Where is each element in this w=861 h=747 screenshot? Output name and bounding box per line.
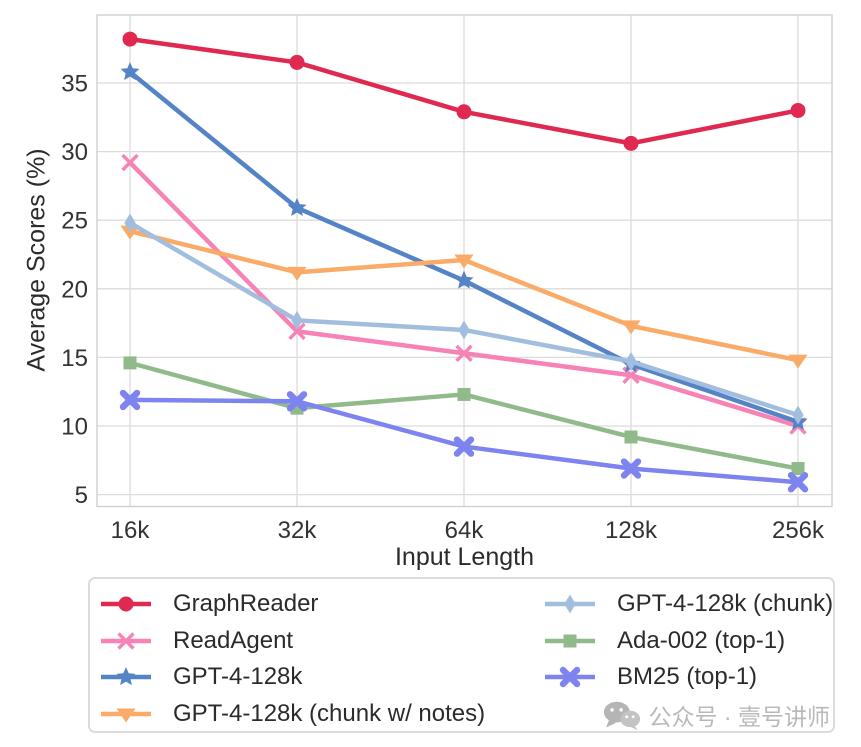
star-marker [287, 197, 307, 216]
legend-label: GPT-4-128k [173, 663, 303, 691]
X-marker [286, 391, 308, 412]
gridlines [97, 15, 832, 507]
x-axis-title: Input Length [394, 543, 534, 571]
square-marker [123, 356, 137, 370]
x-marker [117, 632, 135, 650]
square-marker [624, 430, 638, 444]
y-tick-label: 30 [61, 139, 88, 166]
x-tick-label: 32k [278, 517, 318, 544]
series-gpt-4-128k-chunk [124, 213, 804, 425]
y-tick-label: 10 [61, 414, 88, 441]
X-marker [620, 458, 642, 479]
circle-marker [790, 102, 806, 118]
legend-label: BM25 (top-1) [617, 663, 758, 691]
triangle-down-marker [454, 254, 474, 269]
star-marker [120, 62, 140, 81]
tick-labels: 5 10 15 20 25 30 35 16k 32k 64k 128k 256k [61, 71, 825, 545]
legend-label: ReadAgent [173, 626, 294, 654]
y-axis-title: Average Scores (%) [22, 148, 51, 372]
wechat-icon [603, 701, 640, 730]
diamond-marker [291, 310, 303, 330]
y-tick-label: 5 [75, 482, 88, 509]
square-marker [457, 387, 471, 401]
y-tick-label: 35 [61, 71, 88, 98]
diamond-marker [625, 352, 637, 372]
diamond-legend-marker-icon [545, 594, 595, 614]
star-marker [116, 667, 136, 686]
line-chart: 5 10 15 20 25 30 35 16k 32k 64k 128k 256k [61, 14, 833, 545]
legend-item-gpt-4-128k: GPT-4-128k [100, 659, 544, 696]
x-tick-label: 16k [111, 517, 151, 544]
X-marker [119, 389, 141, 411]
legend-item-gpt-4-128k-chunk: GPT-4-128k (chunk) [544, 586, 833, 623]
watermark: 公众号 · 壹号讲师 [603, 698, 830, 732]
x-tick-label: 256k [772, 517, 825, 544]
X-legend-marker-icon [545, 667, 595, 688]
x-marker [455, 344, 473, 362]
circle-legend-marker-icon [101, 596, 151, 612]
circle-marker [623, 135, 639, 151]
y-tick-label: 15 [61, 345, 88, 372]
legend-label: Ada-002 (top-1) [617, 626, 786, 654]
star-marker [454, 270, 474, 289]
triangle-down-marker [116, 708, 136, 723]
watermark-text: 公众号 · 壹号讲师 [648, 704, 830, 730]
legend-item-bm25-top-1: BM25 (top-1) [544, 659, 833, 696]
X-marker [453, 436, 475, 457]
diamond-marker [564, 594, 576, 614]
legend-item-graphreader: GraphReader [100, 586, 544, 623]
triangle-down-marker [788, 354, 808, 369]
x-tick-label: 64k [445, 517, 485, 544]
legend-label: GPT-4-128k (chunk) [617, 590, 834, 618]
triangle-down-marker [287, 266, 307, 281]
diamond-marker [124, 213, 136, 233]
legend: GraphReader ReadAgent GPT-4-128k GPT-4-128k… [88, 577, 835, 733]
series-ada-002-top-1 [123, 356, 805, 476]
y-tick-label: 25 [61, 208, 88, 235]
square-marker [791, 462, 805, 476]
legend-label: GPT-4-128k (chunk w/ notes) [173, 699, 486, 727]
diamond-marker [458, 320, 470, 340]
series-bm25-top-1 [119, 389, 809, 493]
square-marker [563, 634, 577, 648]
triangle-down-marker [621, 320, 641, 335]
legend-label: GraphReader [173, 590, 319, 618]
x-marker [288, 322, 306, 341]
X-marker [787, 472, 809, 493]
series-graphreader [122, 31, 806, 151]
legend-item-readagent: ReadAgent [100, 623, 544, 660]
legend-item-ada-002-top-1: Ada-002 (top-1) [544, 623, 833, 660]
circle-marker [122, 31, 138, 47]
series-gpt-4-128k-chunk-w-notes [120, 225, 808, 369]
diamond-marker [792, 405, 804, 425]
x-tick-label: 128k [605, 517, 658, 544]
legend-item-gpt-4-128k-chunk-w-notes: GPT-4-128k (chunk w/ notes) [100, 696, 544, 733]
x-legend-marker-icon [101, 632, 151, 650]
square-legend-marker-icon [545, 634, 595, 648]
triangle-down-marker [120, 225, 140, 240]
circle-marker [289, 54, 305, 70]
X-marker [559, 667, 581, 688]
star-legend-marker-icon [101, 667, 151, 686]
circle-marker [456, 104, 472, 120]
y-tick-label: 20 [61, 276, 88, 303]
x-marker [121, 153, 139, 172]
plot-border [96, 14, 833, 508]
triangle-down-legend-marker-icon [101, 708, 151, 723]
circle-marker [118, 596, 134, 612]
